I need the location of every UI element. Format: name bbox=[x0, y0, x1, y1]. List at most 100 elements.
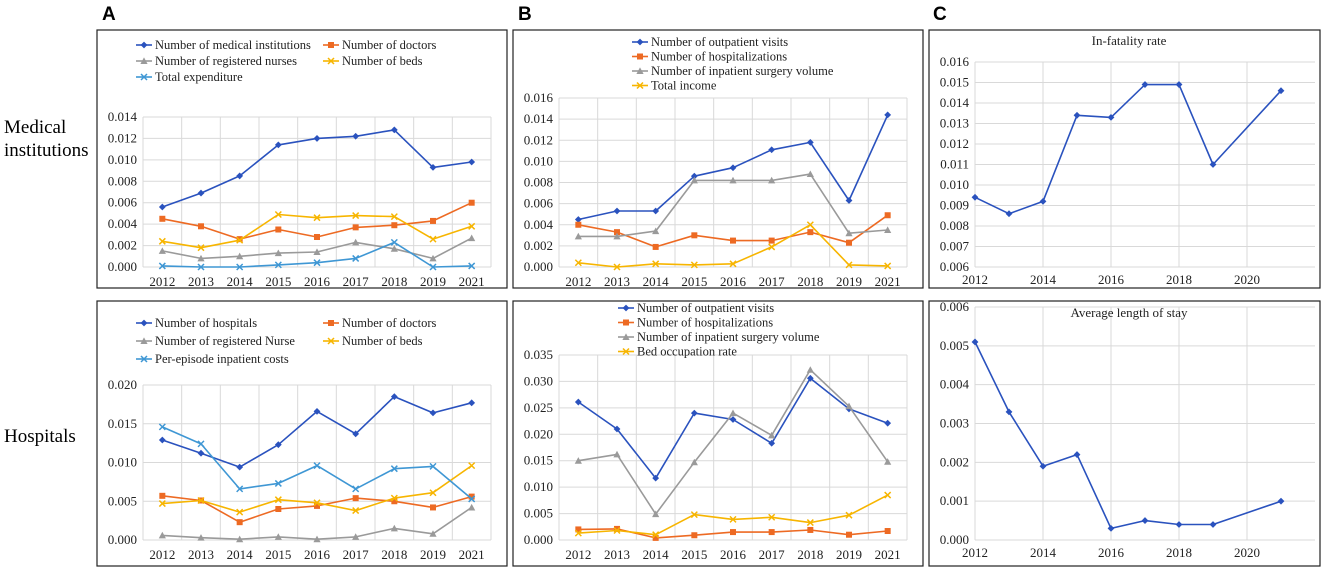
data-point bbox=[468, 462, 476, 470]
y-tick-label: 0.004 bbox=[524, 217, 554, 232]
x-tick-label: 2018 bbox=[1166, 272, 1192, 287]
data-point bbox=[390, 465, 398, 473]
data-point bbox=[197, 534, 205, 541]
data-point bbox=[236, 172, 244, 180]
row-label-hospitals: Hospitals bbox=[4, 426, 76, 447]
x-tick-label: 2013 bbox=[188, 274, 214, 289]
data-point bbox=[390, 494, 398, 502]
data-point bbox=[352, 132, 360, 140]
x-tick-label: 2012 bbox=[565, 547, 591, 562]
data-point bbox=[729, 409, 737, 417]
y-tick-label: 0.006 bbox=[940, 299, 970, 314]
data-point bbox=[430, 217, 436, 224]
data-point bbox=[884, 491, 892, 499]
data-point bbox=[352, 224, 359, 231]
data-point bbox=[845, 511, 853, 519]
data-point bbox=[429, 462, 437, 470]
y-tick-label: 0.030 bbox=[524, 373, 553, 388]
data-point bbox=[429, 530, 437, 537]
data-point bbox=[468, 399, 476, 407]
data-point bbox=[390, 126, 398, 134]
y-tick-label: 0.020 bbox=[524, 426, 553, 441]
panel-letter-b: B bbox=[518, 4, 532, 25]
row-label-medical-line-1: Medical bbox=[4, 117, 66, 138]
legend: Number of medical institutions Number of … bbox=[136, 38, 437, 84]
x-tick-label: 2012 bbox=[149, 274, 175, 289]
data-point bbox=[274, 141, 282, 149]
panel-b2: 0.000 0.005 0.010 0.015 0.020 0.025 0.030 0.035… bbox=[512, 300, 924, 567]
x-tick-label: 2014 bbox=[227, 547, 254, 562]
x-tick-label: 2017 bbox=[343, 547, 370, 562]
data-point bbox=[1107, 113, 1115, 121]
data-point bbox=[391, 498, 398, 505]
data-point bbox=[352, 430, 360, 438]
x-tick-label: 2015 bbox=[681, 274, 707, 289]
x-tick-label: 2017 bbox=[759, 547, 786, 562]
series-number-of-medical-institutions bbox=[158, 126, 476, 211]
x-tick-label: 2021 bbox=[875, 547, 901, 562]
data-point bbox=[197, 254, 205, 262]
y-tick-label: 0.008 bbox=[108, 173, 137, 188]
data-point bbox=[352, 485, 360, 493]
x-tick-label: 2015 bbox=[681, 547, 707, 562]
data-point bbox=[197, 440, 205, 448]
x-tick-label: 2012 bbox=[565, 274, 591, 289]
panel-frame bbox=[928, 29, 1321, 289]
data-point bbox=[652, 243, 659, 250]
data-point bbox=[197, 189, 205, 197]
data-point bbox=[652, 260, 660, 268]
y-tick-label: 0.005 bbox=[940, 338, 969, 353]
data-point bbox=[313, 499, 321, 507]
data-point bbox=[429, 163, 437, 171]
data-point bbox=[768, 243, 776, 251]
panel-frame bbox=[928, 300, 1321, 567]
data-point bbox=[274, 249, 282, 257]
legend-label: Number of hospitalizations bbox=[651, 50, 787, 64]
data-point bbox=[730, 529, 736, 536]
data-point bbox=[884, 111, 892, 119]
y-tick-label: 0.005 bbox=[108, 493, 137, 508]
data-point bbox=[274, 261, 282, 269]
legend-marker bbox=[328, 42, 334, 48]
legend-label: Number of hospitals bbox=[155, 316, 257, 330]
data-point bbox=[971, 338, 979, 346]
data-point bbox=[768, 439, 776, 447]
legend-marker bbox=[637, 53, 643, 60]
y-tick-label: 0.025 bbox=[524, 400, 553, 415]
data-point bbox=[236, 236, 244, 244]
series-number-of-hospitalizations bbox=[575, 212, 891, 250]
y-tick-label: 0.001 bbox=[940, 493, 969, 508]
data-point bbox=[884, 458, 892, 465]
data-point bbox=[652, 531, 660, 539]
x-tick-label: 2016 bbox=[1098, 272, 1125, 287]
chart-panels: 0.000 0.002 0.004 0.006 0.008 0.010 0.012 0.014… bbox=[96, 29, 1321, 567]
data-point bbox=[652, 474, 660, 482]
y-tick-label: 0.000 bbox=[524, 532, 553, 547]
data-point bbox=[729, 164, 737, 172]
data-point bbox=[614, 229, 620, 236]
data-point bbox=[352, 212, 360, 220]
panel-a2: 0.000 0.005 0.010 0.015 0.020 2012 2013 2014 201… bbox=[96, 300, 508, 567]
y-tick-label: 0.008 bbox=[940, 218, 969, 233]
legend-label: Number of hospitalizations bbox=[637, 316, 773, 330]
legend-marker bbox=[327, 337, 335, 345]
y-tick-label: 0.002 bbox=[108, 238, 137, 253]
data-point bbox=[846, 531, 852, 538]
y-tick-label: 0.002 bbox=[940, 454, 969, 469]
data-point bbox=[575, 221, 582, 228]
legend-label: Total expenditure bbox=[155, 70, 243, 84]
y-tick-label: 0.010 bbox=[108, 152, 137, 167]
data-point bbox=[313, 248, 321, 255]
data-point bbox=[806, 519, 814, 527]
legend-label: Number of inpatient surgery volume bbox=[637, 330, 820, 344]
y-tick-label: 0.015 bbox=[108, 416, 137, 431]
data-point bbox=[1209, 521, 1217, 528]
data-point bbox=[236, 508, 244, 516]
data-point bbox=[468, 158, 476, 166]
data-point bbox=[352, 495, 359, 502]
data-point bbox=[613, 232, 621, 240]
x-tick-label: 2016 bbox=[720, 547, 747, 562]
data-point bbox=[390, 238, 398, 246]
data-point bbox=[807, 229, 814, 236]
data-point bbox=[652, 207, 660, 215]
